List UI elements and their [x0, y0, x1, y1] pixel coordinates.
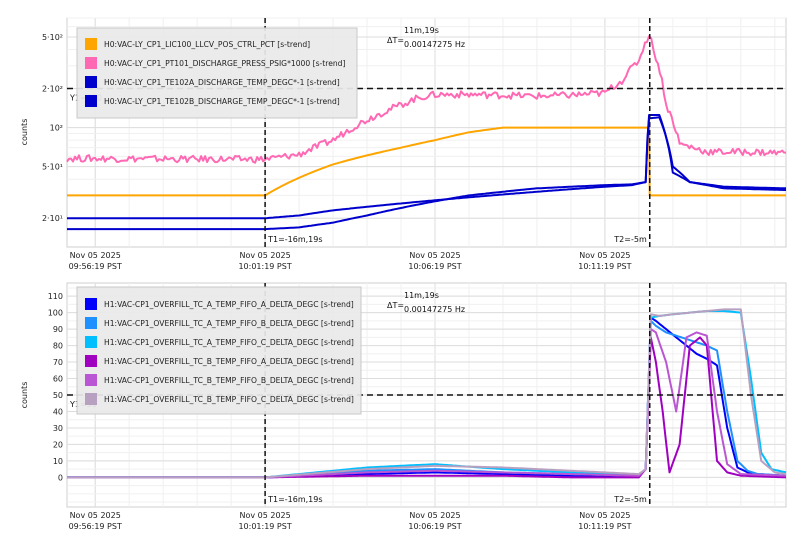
- y-tick-label: 100: [48, 309, 63, 318]
- y-tick-label: 2·10¹: [42, 214, 63, 223]
- x-tick-label: Nov 05 2025: [70, 511, 121, 520]
- legend-entry: H0:VAC-LY_CP1_TE102B_DISCHARGE_TEMP_DEGC…: [104, 97, 340, 106]
- cursor-t2-label: T2=-5m: [613, 495, 647, 504]
- y-tick-label: 5·10²: [42, 33, 63, 42]
- legend-entry: H0:VAC-LY_CP1_LIC100_LLCV_POS_CTRL_PCT […: [104, 40, 310, 49]
- legend-swatch: [85, 95, 97, 107]
- y-tick-label: 10²: [50, 124, 63, 133]
- y-tick-label: 80: [53, 342, 63, 351]
- x-tick-label: Nov 05 2025: [579, 511, 630, 520]
- legend: H0:VAC-LY_CP1_LIC100_LLCV_POS_CTRL_PCT […: [76, 27, 358, 119]
- legend-swatch: [85, 393, 97, 405]
- y-tick-label: 60: [53, 375, 63, 384]
- x-tick-label: 10:11:19 PST: [578, 522, 631, 531]
- y-axis-label: counts: [20, 382, 29, 409]
- y-tick-label: 70: [53, 358, 63, 367]
- series-line-6: [67, 308, 787, 479]
- x-tick-label: Nov 05 2025: [579, 251, 630, 260]
- legend-swatch: [85, 355, 97, 367]
- legend-entry: H1:VAC-CP1_OVERFILL_TC_B_TEMP_FIFO_A_DEL…: [104, 357, 354, 366]
- x-tick-label: 10:06:19 PST: [408, 262, 461, 271]
- delta-t-label: ΔT=: [387, 301, 404, 310]
- x-tick-label: Nov 05 2025: [70, 251, 121, 260]
- legend-entry: H1:VAC-CP1_OVERFILL_TC_B_TEMP_FIFO_C_DEL…: [104, 395, 354, 404]
- cursor-t1-label: T1=-16m,19s: [267, 495, 322, 504]
- y-tick-label: 90: [53, 325, 63, 334]
- legend-swatch: [85, 336, 97, 348]
- y-axis-label: counts: [20, 119, 29, 146]
- legend: H1:VAC-CP1_OVERFILL_TC_A_TEMP_FIFO_A_DEL…: [76, 286, 362, 415]
- x-tick-label: 09:56:19 PST: [69, 522, 122, 531]
- legend-entry: H1:VAC-CP1_OVERFILL_TC_A_TEMP_FIFO_B_DEL…: [104, 319, 354, 328]
- series-line-1: [67, 126, 786, 197]
- y-tick-label: 10: [53, 457, 63, 466]
- legend-box: [76, 286, 362, 415]
- cursor-t2-label: T2=-5m: [613, 235, 647, 244]
- x-tick-label: Nov 05 2025: [409, 511, 460, 520]
- legend-swatch: [85, 374, 97, 386]
- y-tick-label: 2·10²: [42, 85, 63, 94]
- x-tick-label: Nov 05 2025: [409, 251, 460, 260]
- legend-box: [76, 27, 358, 119]
- x-tick-label: 10:01:19 PST: [238, 522, 291, 531]
- x-tick-label: Nov 05 2025: [239, 511, 290, 520]
- legend-entry: H1:VAC-CP1_OVERFILL_TC_B_TEMP_FIFO_B_DEL…: [104, 376, 354, 385]
- delta-t-frequency: 0.00147275 Hz: [404, 40, 465, 49]
- delta-t-value: 11m,19s: [404, 26, 439, 35]
- y-tick-label: 20: [53, 440, 63, 449]
- x-tick-label: Nov 05 2025: [239, 251, 290, 260]
- legend-swatch: [85, 57, 97, 69]
- legend-entry: H1:VAC-CP1_OVERFILL_TC_A_TEMP_FIFO_C_DEL…: [104, 338, 354, 347]
- x-tick-label: 10:01:19 PST: [238, 262, 291, 271]
- legend-entry: H1:VAC-CP1_OVERFILL_TC_A_TEMP_FIFO_A_DEL…: [104, 300, 354, 309]
- delta-t-value: 11m,19s: [404, 291, 439, 300]
- legend-entry: H0:VAC-LY_CP1_TE102A_DISCHARGE_TEMP_DEGC…: [104, 78, 340, 87]
- x-tick-label: 09:56:19 PST: [69, 262, 122, 271]
- x-tick-label: 10:06:19 PST: [408, 522, 461, 531]
- y-tick-label: 0: [58, 473, 63, 482]
- series-line-2: [66, 35, 787, 164]
- chart-panel-2: 0 10 20 30 40 50 60 70 80 90 100 110 counts Nov 05 20…: [20, 282, 787, 531]
- legend-swatch: [85, 317, 97, 329]
- y-tick-label: 50: [53, 391, 63, 400]
- legend-swatch: [85, 76, 97, 88]
- y-tick-label: 5·10¹: [42, 163, 63, 172]
- cursor-t1-label: T1=-16m,19s: [267, 235, 322, 244]
- y-tick-label: 30: [53, 424, 63, 433]
- x-tick-label: 10:11:19 PST: [578, 262, 631, 271]
- delta-t-frequency: 0.00147275 Hz: [404, 305, 465, 314]
- legend-entry: H0:VAC-LY_CP1_PT101_DISCHARGE_PRESS_PSIG…: [104, 59, 346, 68]
- series-line-4: [67, 116, 786, 231]
- legend-swatch: [85, 298, 97, 310]
- delta-t-label: ΔT=: [387, 36, 404, 45]
- y-tick-label: 40: [53, 407, 63, 416]
- legend-swatch: [85, 38, 97, 50]
- y-tick-label: 110: [48, 292, 63, 301]
- chart-panel-1: 2·10¹ 5·10¹ 10² 2·10² 5·10² counts Nov 05 2025…: [20, 17, 787, 271]
